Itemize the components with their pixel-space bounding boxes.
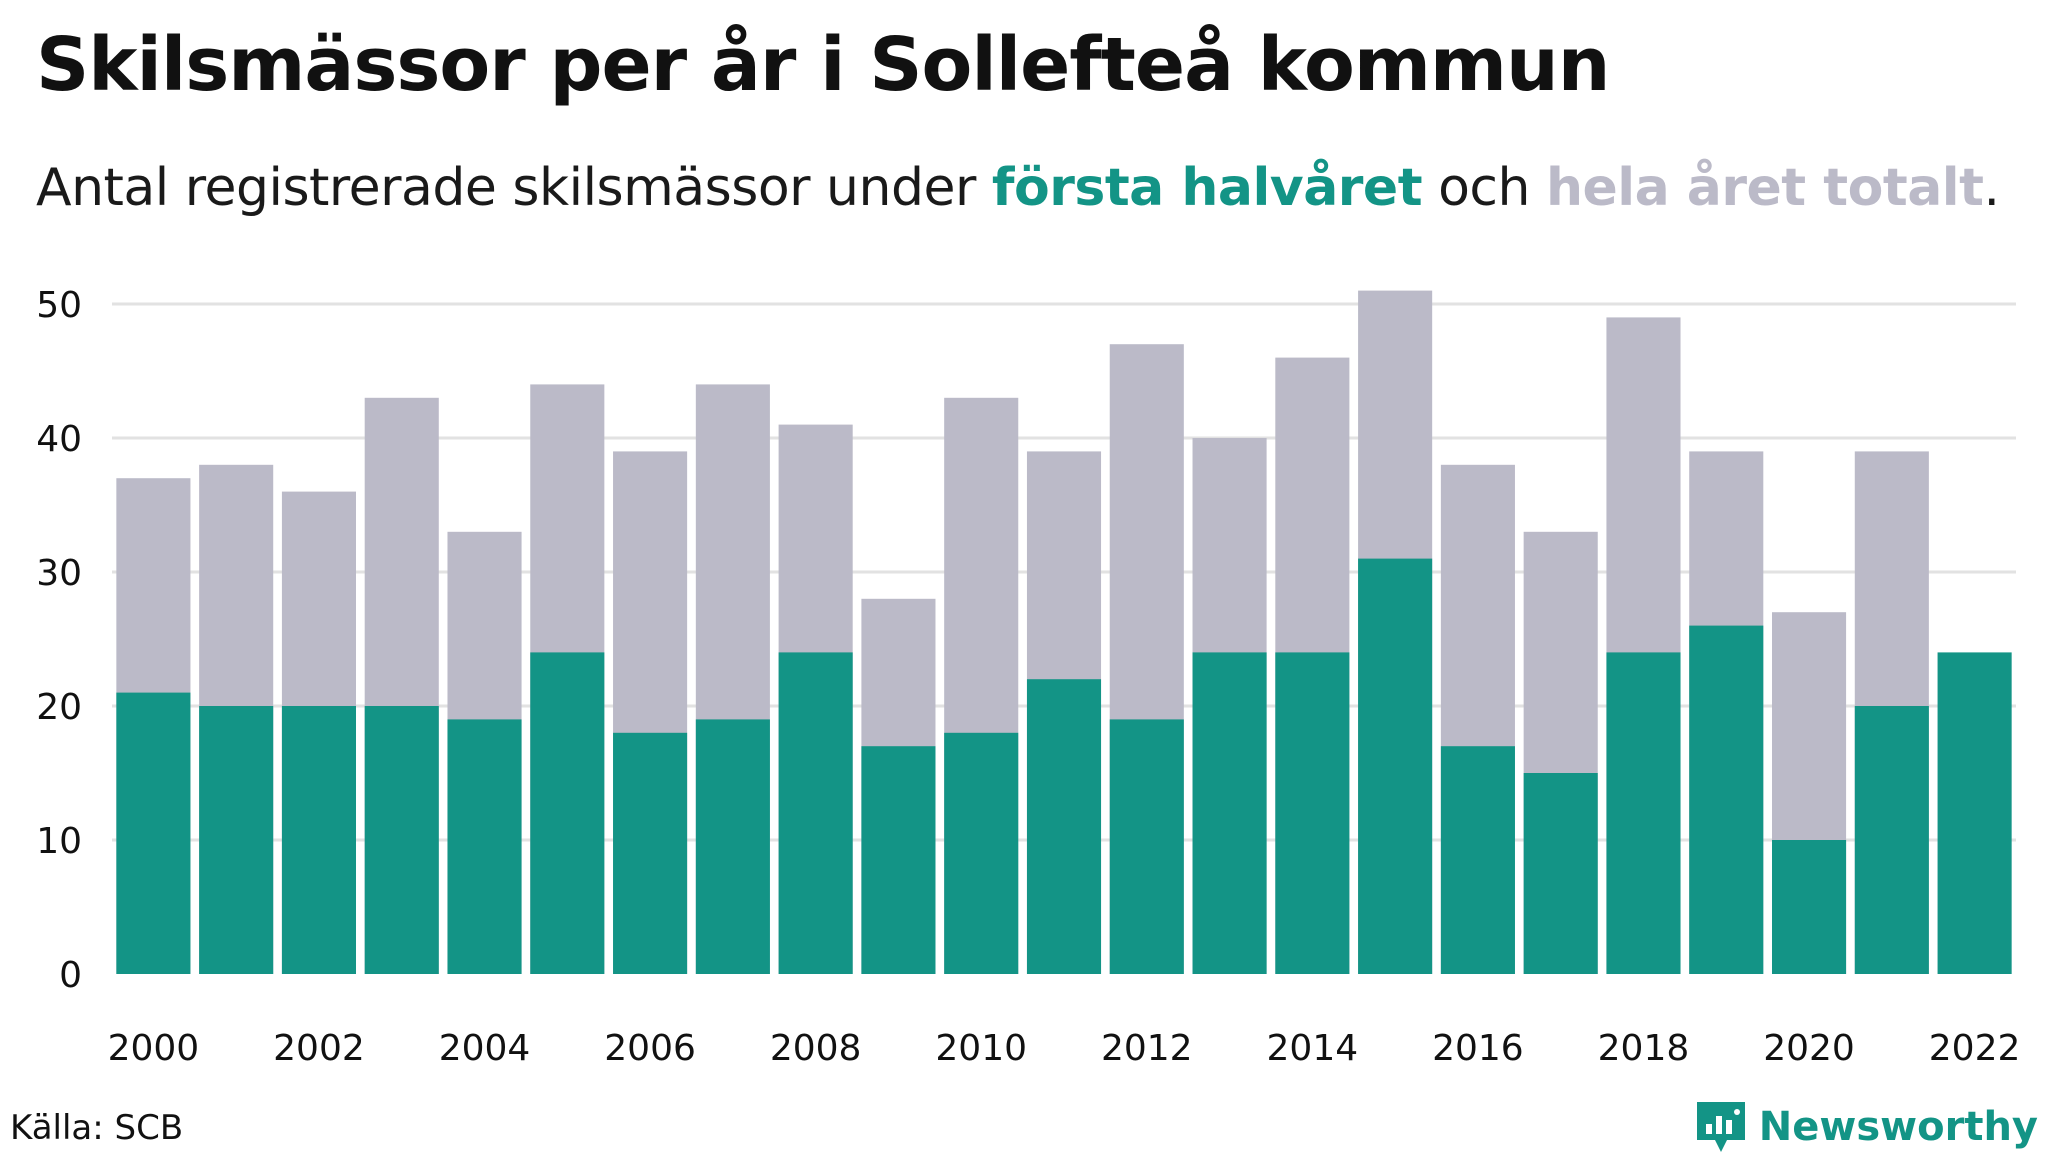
bar-first-half-2002: [281, 706, 357, 974]
bar-first-half-2005: [530, 652, 605, 974]
x-tick-label: 2002: [273, 1028, 365, 1069]
bar-first-half-2010: [944, 732, 1019, 974]
bar-chart: 0 10 20 30 40 50 2000 2002 2004 2006 2008 2010 2012…: [36, 285, 2021, 1069]
x-tick-label: 2020: [1763, 1028, 1855, 1069]
x-tick-label: 2010: [935, 1028, 1027, 1069]
bar-first-half-2006: [613, 732, 688, 974]
bar-first-half-2014: [1275, 652, 1350, 974]
subtitle-first-half: första halvåret: [991, 158, 1423, 218]
bar-first-half-2016: [1440, 746, 1515, 974]
y-tick-label: 20: [36, 687, 82, 728]
bar-first-half-2017: [1523, 773, 1598, 974]
bar-first-half-2021: [1854, 706, 1929, 974]
subtitle-suffix: .: [1983, 158, 2000, 218]
chart-subtitle: Antal registrerade skilsmässor under för…: [36, 158, 2000, 218]
subtitle-prefix: Antal registrerade skilsmässor under: [36, 158, 992, 218]
bar-first-half-2000: [116, 692, 191, 974]
bar-first-half-2019: [1689, 625, 1764, 974]
bar-first-half-2020: [1771, 840, 1847, 974]
subtitle-mid: och: [1422, 158, 1546, 218]
bar-first-half-2004: [447, 719, 522, 974]
brand-logo: Newsworthy: [1693, 1098, 2038, 1156]
source-note: Källa: SCB: [10, 1108, 184, 1148]
y-tick-label: 50: [36, 285, 82, 326]
x-tick-label: 2016: [1432, 1028, 1524, 1069]
bar-first-half-2012: [1109, 719, 1184, 974]
bar-first-half-2013: [1192, 652, 1267, 974]
bar-first-half-2003: [364, 706, 439, 974]
x-tick-label: 2000: [108, 1028, 200, 1069]
y-axis: 0 10 20 30 40 50: [36, 285, 82, 996]
bars-layer: [116, 290, 2012, 975]
x-tick-label: 2018: [1598, 1028, 1690, 1069]
bar-first-half-2018: [1606, 652, 1681, 974]
bar-first-half-2011: [1026, 679, 1102, 974]
x-tick-label: 2012: [1101, 1028, 1193, 1069]
brand-name: Newsworthy: [1758, 1104, 2038, 1150]
bar-first-half-2009: [861, 746, 936, 974]
x-tick-label: 2022: [1929, 1028, 2021, 1069]
newsworthy-icon: [1696, 1102, 1745, 1152]
y-tick-label: 0: [59, 955, 82, 996]
bar-first-half-2007: [695, 719, 770, 974]
x-axis: 2000 2002 2004 2006 2008 2010 2012 2014 2016 2018…: [108, 1028, 2021, 1069]
x-tick-label: 2004: [439, 1028, 531, 1069]
x-tick-label: 2014: [1267, 1028, 1359, 1069]
x-tick-label: 2006: [604, 1028, 696, 1069]
chart-title: Skilsmässor per år i Sollefteå kommun: [36, 22, 1610, 108]
subtitle-total: hela året totalt: [1545, 158, 1984, 218]
bar-first-half-2001: [199, 706, 274, 974]
bar-first-half-2022: [1937, 652, 2012, 974]
y-tick-label: 40: [36, 419, 82, 460]
y-tick-label: 10: [36, 821, 82, 862]
x-tick-label: 2008: [770, 1028, 862, 1069]
bar-first-half-2015: [1358, 558, 1433, 974]
y-tick-label: 30: [36, 553, 82, 594]
bar-first-half-2008: [778, 652, 853, 974]
